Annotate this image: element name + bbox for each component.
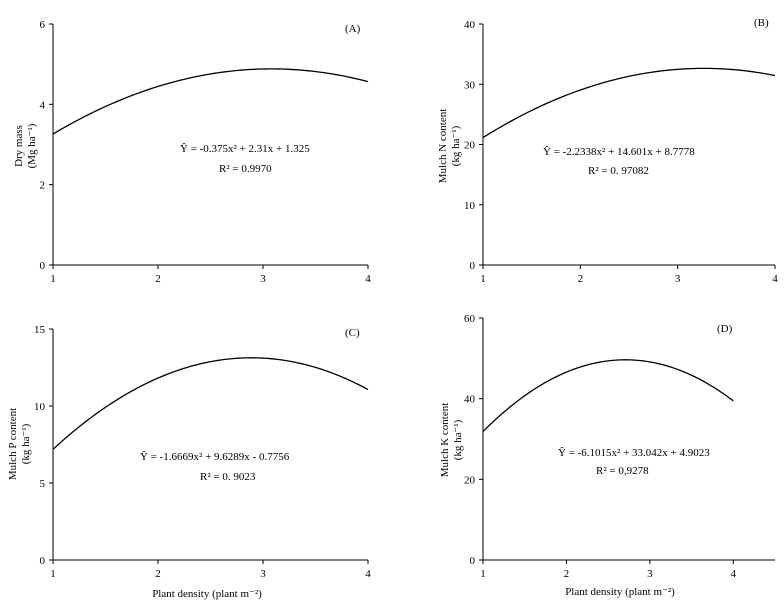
x-tick-label: 2 (578, 273, 584, 285)
y-tick-label: 0 (470, 555, 476, 567)
panel-d-equation: Ŷ = -6.1015x² + 33.042x + 4.9023 (558, 447, 710, 459)
x-tick-label: 4 (365, 273, 371, 285)
panel-d-ylabel-units: (kg ha⁻¹) (452, 419, 464, 460)
y-tick-label: 4 (40, 99, 46, 111)
panel-d-label: (D) (717, 323, 733, 335)
x-tick-label: 3 (647, 568, 653, 580)
y-tick-label: 20 (464, 474, 476, 486)
x-tick-label: 3 (260, 568, 266, 580)
panel-d: 0 20 40 60 1 2 3 4 (D) Ŷ = -6.1015x² + 33.042x … (439, 313, 775, 598)
x-tick-label: 1 (50, 273, 56, 285)
x-tick-label: 1 (480, 568, 486, 580)
panel-b-ticks: 0 10 20 30 40 1 2 3 4 (464, 19, 778, 285)
y-tick-label: 2 (40, 180, 46, 192)
panel-a-r2: R² = 0.9970 (219, 163, 272, 175)
panel-c-label: (C) (345, 327, 360, 339)
panel-a-axes (52, 24, 368, 266)
panel-d-curve (482, 359, 734, 433)
panel-a-ticks: 0 2 4 6 1 2 3 4 (40, 19, 372, 285)
panel-b-curve (482, 67, 776, 139)
y-tick-label: 0 (40, 555, 46, 567)
y-tick-label: 40 (464, 19, 476, 31)
panel-c-r2: R² = 0. 9023 (200, 471, 256, 483)
y-tick-label: 15 (34, 324, 46, 336)
panel-d-r2: R² = 0,9278 (596, 465, 649, 477)
panel-d-ticks: 0 20 40 60 1 2 3 4 (464, 313, 737, 580)
x-tick-label: 4 (731, 568, 737, 580)
panel-b-ylabel-units: (kg ha⁻¹) (450, 125, 462, 166)
y-tick-label: 0 (40, 260, 46, 272)
y-tick-label: 0 (470, 260, 476, 272)
panel-c-curve (52, 357, 369, 450)
panel-c-equation: Ŷ = -1.6669x² + 9.6289x - 0.7756 (140, 451, 290, 463)
panel-b-label: (B) (754, 17, 769, 29)
panel-a-ylabel: Dry mass (13, 125, 25, 167)
panel-a-label: (A) (345, 23, 361, 35)
panel-c: 0 5 10 15 1 2 3 4 (C) Ŷ = -1.6669x² + 9.6289x -… (7, 324, 371, 600)
panel-c-ylabel: Mulch P content (7, 408, 19, 480)
panel-a-ylabel-units: (Mg ha⁻¹) (26, 123, 38, 168)
y-tick-label: 6 (40, 19, 46, 31)
panel-b: 0 10 20 30 40 1 2 3 4 (B) Ŷ = -2.2338x² + 14.601… (437, 17, 778, 285)
panel-c-xlabel: Plant density (plant m⁻²) (152, 588, 262, 600)
y-tick-label: 20 (464, 140, 476, 152)
panel-c-axes (52, 329, 368, 561)
panel-c-ylabel-units: (kg ha⁻¹) (20, 423, 32, 464)
x-tick-label: 1 (480, 273, 486, 285)
x-tick-label: 3 (675, 273, 681, 285)
panel-b-r2: R² = 0. 97082 (588, 165, 649, 177)
x-tick-label: 3 (260, 273, 266, 285)
y-tick-label: 10 (34, 401, 46, 413)
x-tick-label: 4 (365, 568, 371, 580)
panel-b-axes (482, 24, 775, 266)
panel-b-ylabel: Mulch N content (437, 109, 449, 184)
y-tick-label: 60 (464, 313, 476, 325)
x-tick-label: 1 (50, 568, 56, 580)
panel-a-curve (52, 68, 369, 135)
panel-d-ylabel: Mulch K content (439, 403, 451, 478)
panel-c-ticks: 0 5 10 15 1 2 3 4 (34, 324, 371, 580)
panel-a-equation: Ŷ = -0.375x² + 2.31x + 1.325 (180, 143, 310, 155)
y-tick-label: 5 (40, 478, 46, 490)
x-tick-label: 2 (155, 568, 161, 580)
y-tick-label: 10 (464, 200, 476, 212)
x-tick-label: 4 (772, 273, 778, 285)
panel-d-axes (482, 318, 775, 561)
y-tick-label: 30 (464, 79, 476, 91)
x-tick-label: 2 (564, 568, 570, 580)
panel-b-equation: Ŷ = -2.2338x² + 14.601x + 8.7778 (543, 146, 695, 158)
x-tick-label: 2 (155, 273, 161, 285)
panel-d-xlabel: Plant density (plant m⁻²) (565, 586, 675, 598)
panel-a: 0 2 4 6 1 2 3 4 (A) Ŷ = -0.375x² + 2.31x + 1.32… (13, 19, 371, 285)
y-tick-label: 40 (464, 394, 476, 406)
